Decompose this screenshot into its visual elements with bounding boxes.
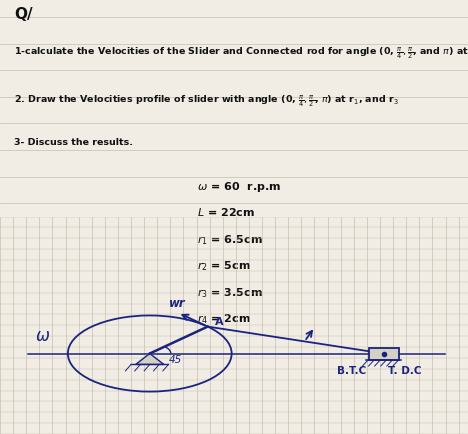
Text: B.T.C: B.T.C bbox=[337, 365, 366, 375]
Text: $r_1$ = 6.5cm: $r_1$ = 6.5cm bbox=[197, 232, 263, 246]
Text: 1-calculate the Velocities of the Slider and Connected rod for angle (0, $\frac{: 1-calculate the Velocities of the Slider… bbox=[14, 46, 468, 62]
Text: 45: 45 bbox=[168, 355, 182, 365]
Text: 2. Draw the Velocities profile of slider with angle (0, $\frac{\pi}{4},\frac{\pi: 2. Draw the Velocities profile of slider… bbox=[14, 93, 399, 109]
Text: $\omega$ = 60  r.p.m: $\omega$ = 60 r.p.m bbox=[197, 179, 281, 194]
Text: 3- Discuss the results.: 3- Discuss the results. bbox=[14, 138, 133, 147]
Bar bbox=[369, 348, 399, 360]
Text: $r_4$ = 2cm: $r_4$ = 2cm bbox=[197, 312, 250, 326]
Text: $r_2$ = 5cm: $r_2$ = 5cm bbox=[197, 259, 250, 273]
Text: $r_3$ = 3.5cm: $r_3$ = 3.5cm bbox=[197, 285, 263, 299]
Text: Q/: Q/ bbox=[14, 7, 33, 22]
Text: T. D.C: T. D.C bbox=[388, 365, 422, 375]
Text: $L$ = 22cm: $L$ = 22cm bbox=[197, 206, 255, 218]
Polygon shape bbox=[136, 354, 164, 365]
Text: $\omega$: $\omega$ bbox=[35, 327, 50, 345]
Text: A: A bbox=[215, 317, 223, 327]
Text: wr: wr bbox=[168, 296, 185, 309]
